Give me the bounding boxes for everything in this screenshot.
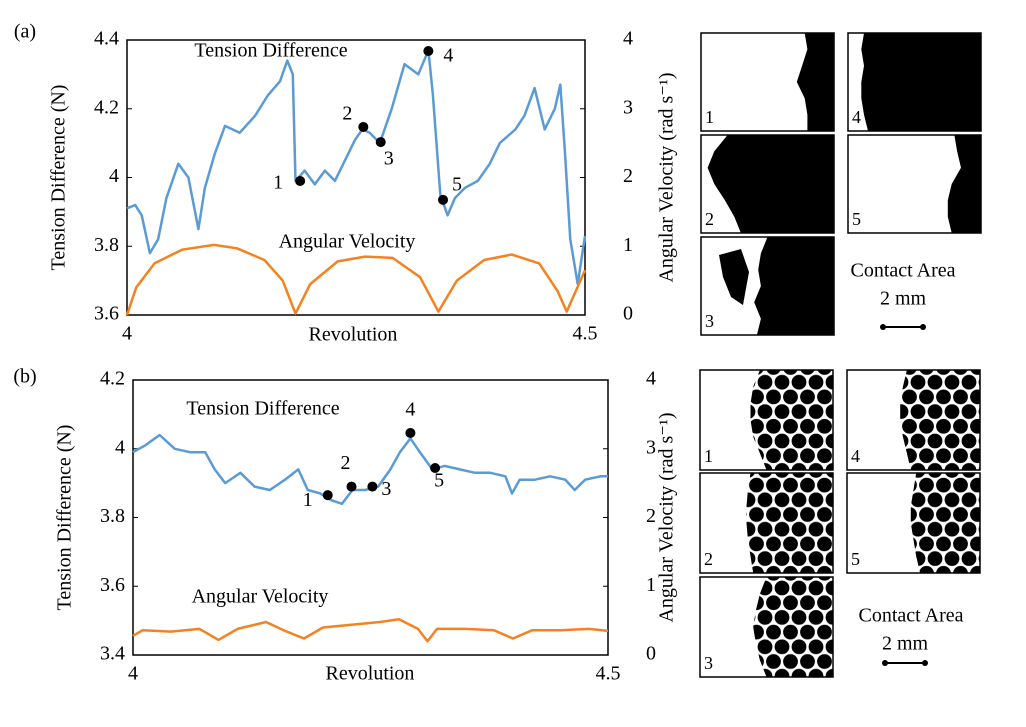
point-label: 1 bbox=[273, 172, 283, 194]
scale-label: 2 mm bbox=[880, 288, 927, 310]
point-marker bbox=[405, 427, 416, 438]
scale-end bbox=[882, 660, 888, 666]
point-label: 5 bbox=[434, 470, 444, 492]
scale-label: 2 mm bbox=[882, 633, 929, 655]
point-label: 2 bbox=[342, 103, 352, 125]
point-label: 3 bbox=[384, 148, 394, 170]
y-tick-label: 4.4 bbox=[94, 28, 119, 50]
y-tick-label: 3.6 bbox=[100, 574, 125, 596]
contact-region bbox=[900, 370, 980, 470]
x-tick-label: 4.5 bbox=[596, 663, 621, 685]
point-marker bbox=[295, 175, 306, 186]
y2-axis-label: Angular Velocity (rad s⁻¹) bbox=[656, 72, 678, 282]
series-label: Tension Difference bbox=[186, 398, 339, 420]
plot-frame bbox=[132, 379, 609, 656]
panel-number: 4 bbox=[851, 446, 860, 466]
contact-island bbox=[719, 249, 749, 305]
y2-tick-label: 1 bbox=[623, 234, 633, 256]
point-marker bbox=[438, 194, 449, 205]
point-marker bbox=[430, 463, 441, 473]
y-tick-label: 3.6 bbox=[94, 303, 119, 325]
x-axis-label: Revolution bbox=[309, 324, 398, 346]
y-tick-label: 3.8 bbox=[94, 234, 119, 256]
point-label: 2 bbox=[341, 452, 351, 474]
y2-tick-label: 4 bbox=[623, 28, 633, 50]
point-label: 4 bbox=[405, 399, 415, 421]
plot-frame bbox=[126, 39, 586, 316]
y-axis-label: Tension Difference (N) bbox=[48, 85, 70, 271]
series-label: Angular Velocity bbox=[192, 586, 329, 608]
point-marker bbox=[423, 46, 434, 56]
panel-number: 4 bbox=[852, 107, 861, 127]
contact-region bbox=[947, 135, 981, 233]
y-axis-label: Tension Difference (N) bbox=[54, 425, 76, 611]
contact-region bbox=[861, 33, 981, 131]
panel-number: 2 bbox=[705, 209, 714, 229]
point-marker bbox=[375, 137, 386, 148]
panel-number: 2 bbox=[704, 549, 713, 569]
x-tick-label: 4 bbox=[122, 323, 132, 345]
point-label: 1 bbox=[303, 489, 313, 511]
panel-number: 5 bbox=[851, 549, 860, 569]
y2-tick-label: 2 bbox=[646, 505, 656, 527]
scale-end bbox=[880, 324, 886, 330]
point-marker bbox=[358, 121, 369, 132]
y2-tick-label: 3 bbox=[646, 436, 656, 458]
y-tick-label: 3.8 bbox=[100, 505, 125, 527]
point-marker bbox=[322, 490, 333, 501]
contact-region bbox=[707, 135, 834, 233]
series-line bbox=[125, 243, 587, 316]
panel-number: 3 bbox=[704, 653, 713, 673]
panel-label: (b) bbox=[13, 366, 36, 388]
y-tick-label: 4.2 bbox=[94, 96, 119, 118]
y2-tick-label: 0 bbox=[623, 303, 633, 325]
y-tick-label: 4 bbox=[115, 436, 125, 458]
point-label: 5 bbox=[452, 173, 462, 195]
panel-number: 3 bbox=[705, 311, 714, 331]
contact-title: Contact Area bbox=[851, 260, 956, 282]
panel-number: 5 bbox=[852, 209, 861, 229]
y2-tick-label: 0 bbox=[646, 643, 656, 665]
y-tick-label: 4 bbox=[109, 165, 119, 187]
series-line bbox=[126, 49, 587, 286]
scale-end bbox=[922, 660, 928, 666]
y2-tick-label: 1 bbox=[646, 574, 656, 596]
scale-end bbox=[920, 324, 926, 330]
x-tick-label: 4.5 bbox=[573, 323, 598, 345]
contact-region bbox=[796, 33, 834, 131]
contact-title: Contact Area bbox=[859, 605, 964, 627]
contact-region bbox=[910, 473, 980, 573]
y-tick-label: 3.4 bbox=[100, 643, 125, 665]
series-label: Tension Difference bbox=[194, 40, 347, 62]
y2-tick-label: 4 bbox=[646, 368, 656, 390]
contact-region bbox=[750, 370, 833, 470]
panel-number: 1 bbox=[704, 446, 713, 466]
contact-region bbox=[753, 577, 833, 677]
panel-number: 1 bbox=[705, 107, 714, 127]
contact-region bbox=[754, 237, 834, 335]
series-line bbox=[132, 618, 609, 643]
x-tick-label: 4 bbox=[128, 663, 138, 685]
y2-tick-label: 3 bbox=[623, 96, 633, 118]
contact-region bbox=[746, 473, 833, 573]
point-marker bbox=[346, 481, 357, 492]
y-tick-label: 4.2 bbox=[100, 368, 125, 390]
series-label: Angular Velocity bbox=[279, 231, 416, 253]
point-marker bbox=[367, 481, 378, 492]
y2-tick-label: 2 bbox=[623, 165, 633, 187]
y2-axis-label: Angular Velocity (rad s⁻¹) bbox=[656, 412, 678, 622]
x-axis-label: Revolution bbox=[326, 663, 415, 685]
series-line bbox=[132, 433, 608, 506]
point-label: 4 bbox=[443, 45, 453, 67]
point-label: 3 bbox=[381, 478, 391, 500]
panel-label: (a) bbox=[14, 21, 36, 43]
